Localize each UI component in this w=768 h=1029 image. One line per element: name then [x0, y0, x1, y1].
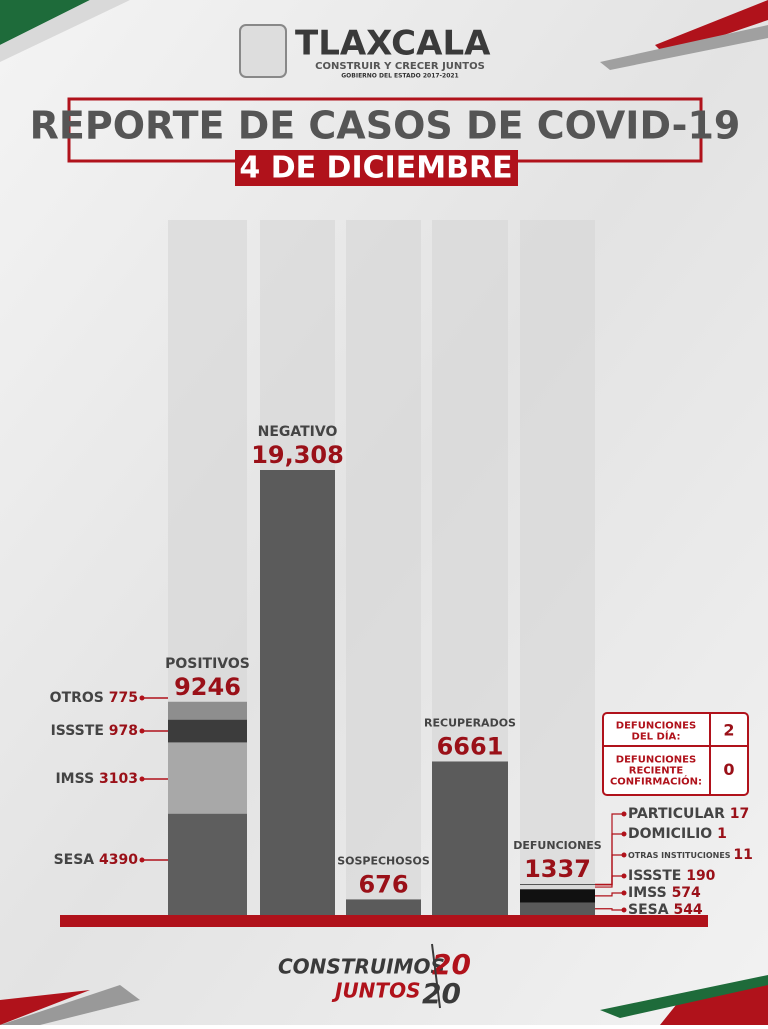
segment-value: 17: [730, 806, 749, 822]
bar-segment: [168, 814, 247, 915]
footer-year: 20: [422, 977, 461, 1010]
segment-label: OTROS 775: [50, 690, 138, 706]
leader-dot: [622, 891, 627, 896]
segment-label: ISSSTE 190: [628, 868, 716, 884]
bar: [346, 899, 421, 915]
leader-dot: [622, 874, 627, 879]
segment-value: 3103: [99, 771, 138, 787]
bar-category: RECUPERADOS: [424, 716, 516, 729]
bar-category: DEFUNCIONES: [513, 839, 602, 852]
chart-subtitle: 4 DE DICIEMBRE: [239, 151, 512, 186]
segment-value: 11: [733, 847, 752, 863]
segment-name: OTROS: [50, 690, 104, 706]
segment-name: OTRAS INSTITUCIONES: [628, 851, 731, 860]
segment-name: IMSS: [628, 885, 667, 901]
baseline: [60, 915, 708, 927]
chart-title: REPORTE DE CASOS DE COVID-19: [30, 104, 741, 148]
leader-dot: [140, 777, 145, 782]
bar: [432, 761, 508, 915]
segment-label: DOMICILIO 1: [628, 826, 727, 842]
segment-label: IMSS 574: [628, 885, 701, 901]
bar-value: 676: [358, 870, 408, 898]
bar-category: SOSPECHOSOS: [337, 854, 430, 867]
leader-dot: [622, 908, 627, 913]
footer-text: JUNTOS: [331, 979, 420, 1003]
column-track: [520, 220, 595, 915]
segment-value: 1: [717, 826, 727, 842]
leader-dot: [140, 696, 145, 701]
brand: TLAXCALA: [295, 24, 491, 64]
bar-segment: [520, 889, 595, 902]
bar-segment: [168, 720, 247, 743]
segment-label: SESA 4390: [54, 852, 139, 868]
bar-segment: [168, 742, 247, 814]
bar-value: 1337: [524, 855, 591, 883]
leader-dot: [622, 812, 627, 817]
segment-value: 190: [686, 868, 715, 884]
leader-dot: [140, 729, 145, 734]
segment-name: ISSSTE: [628, 868, 681, 884]
bar-category: POSITIVOS: [165, 656, 250, 672]
box-value: 2: [723, 721, 734, 740]
segment-value: 574: [672, 885, 701, 901]
segment-name: DOMICILIO: [628, 826, 712, 842]
segment-label: IMSS 3103: [55, 771, 138, 787]
bar: [260, 470, 335, 915]
bar-value: 9246: [174, 673, 241, 701]
slogan: CONSTRUIR Y CRECER JUNTOS: [315, 61, 485, 72]
bar-category: NEGATIVO: [258, 424, 338, 440]
bar-value: 19,308: [251, 441, 344, 469]
government: GOBIERNO DEL ESTADO 2017-2021: [341, 73, 459, 80]
segment-name: ISSSTE: [51, 723, 104, 739]
segment-value: 978: [109, 723, 138, 739]
segment-value: 775: [109, 690, 138, 706]
leader-dot: [622, 853, 627, 858]
leader-dot: [140, 858, 145, 863]
footer-text: CONSTRUIMOS: [278, 955, 445, 979]
leader-dot: [622, 832, 627, 837]
column-track: [346, 220, 421, 915]
segment-label: ISSSTE 978: [51, 723, 138, 739]
segment-label: PARTICULAR 17: [628, 806, 749, 822]
bar-segment: [520, 885, 595, 889]
bar-segment: [168, 702, 247, 720]
bar-value: 6661: [437, 732, 504, 760]
segment-name: IMSS: [55, 771, 94, 787]
segment-value: 4390: [99, 852, 138, 868]
bar-segment: [520, 902, 595, 915]
segment-name: PARTICULAR: [628, 806, 725, 822]
box-value: 0: [723, 760, 734, 779]
logo-shield: [240, 25, 286, 77]
segment-name: SESA: [54, 852, 95, 868]
